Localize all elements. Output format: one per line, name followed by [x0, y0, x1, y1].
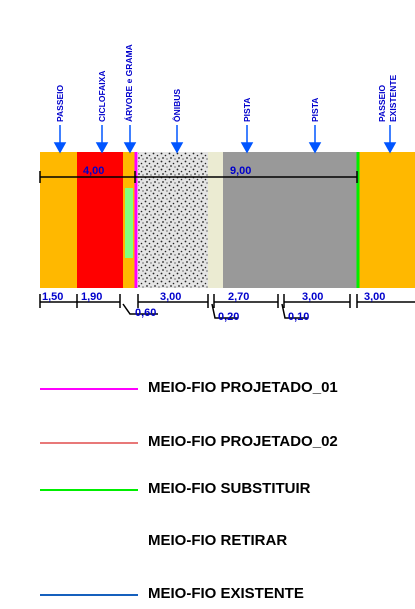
bottom-dim-2: 1,90: [81, 291, 102, 303]
road-band: [223, 152, 357, 288]
road-cross-section: PASSEIO CICLOFAIXA ÁRVORE e GRAMA ÔNIBUS…: [39, 44, 415, 323]
sidewalk-existing-band: [357, 152, 415, 288]
bus-lane-band: [138, 152, 208, 288]
bottom-dim-small-2: 0,20: [218, 311, 239, 323]
legend-line-existente: [40, 594, 138, 596]
label-passeio-existente-1: PASSEIO: [377, 84, 387, 122]
bike-lane-band: [77, 152, 123, 288]
tree-grass-strip-green: [125, 188, 133, 258]
legend-line-projetado-01: [40, 388, 138, 390]
separator-strip-band: [208, 152, 223, 288]
legend-label: MEIO-FIO SUBSTITUIR: [148, 480, 311, 497]
label-pista-1: PISTA: [242, 98, 252, 122]
top-dim-left: 4,00: [83, 165, 104, 177]
label-pista-2: PISTA: [310, 98, 320, 122]
legend-label: MEIO-FIO PROJETADO_02: [148, 433, 338, 450]
legend-label: MEIO-FIO EXISTENTE: [148, 585, 304, 602]
pointer-arrows: [53, 125, 397, 154]
sidewalk-left-band: [40, 152, 77, 288]
label-passeio: PASSEIO: [55, 84, 65, 122]
bottom-dim-4: 2,70: [228, 291, 249, 303]
legend-label: MEIO-FIO RETIRAR: [148, 532, 288, 549]
label-arvore-grama: ÁRVORE e GRAMA: [124, 44, 134, 122]
top-dimension-line: [39, 171, 358, 183]
legend-line-substituir: [40, 489, 138, 491]
legend-label: MEIO-FIO PROJETADO_01: [148, 379, 338, 396]
bottom-dim-3: 3,00: [160, 291, 181, 303]
label-passeio-existente-2: EXISTENTE: [388, 74, 398, 122]
bottom-dim-1: 1,50: [42, 291, 63, 303]
legend-line-projetado-02: [40, 442, 138, 444]
label-ciclofaixa: CICLOFAIXA: [97, 71, 107, 122]
bottom-dim-small-1: 0,60: [135, 307, 156, 319]
bottom-dim-5: 3,00: [302, 291, 323, 303]
bottom-dimension-lines: [39, 294, 415, 319]
label-onibus: ÔNIBUS: [171, 89, 182, 122]
bottom-dim-6: 3,00: [364, 291, 385, 303]
bottom-dim-small-3: 0,10: [288, 311, 309, 323]
top-dim-right: 9,00: [230, 165, 251, 177]
